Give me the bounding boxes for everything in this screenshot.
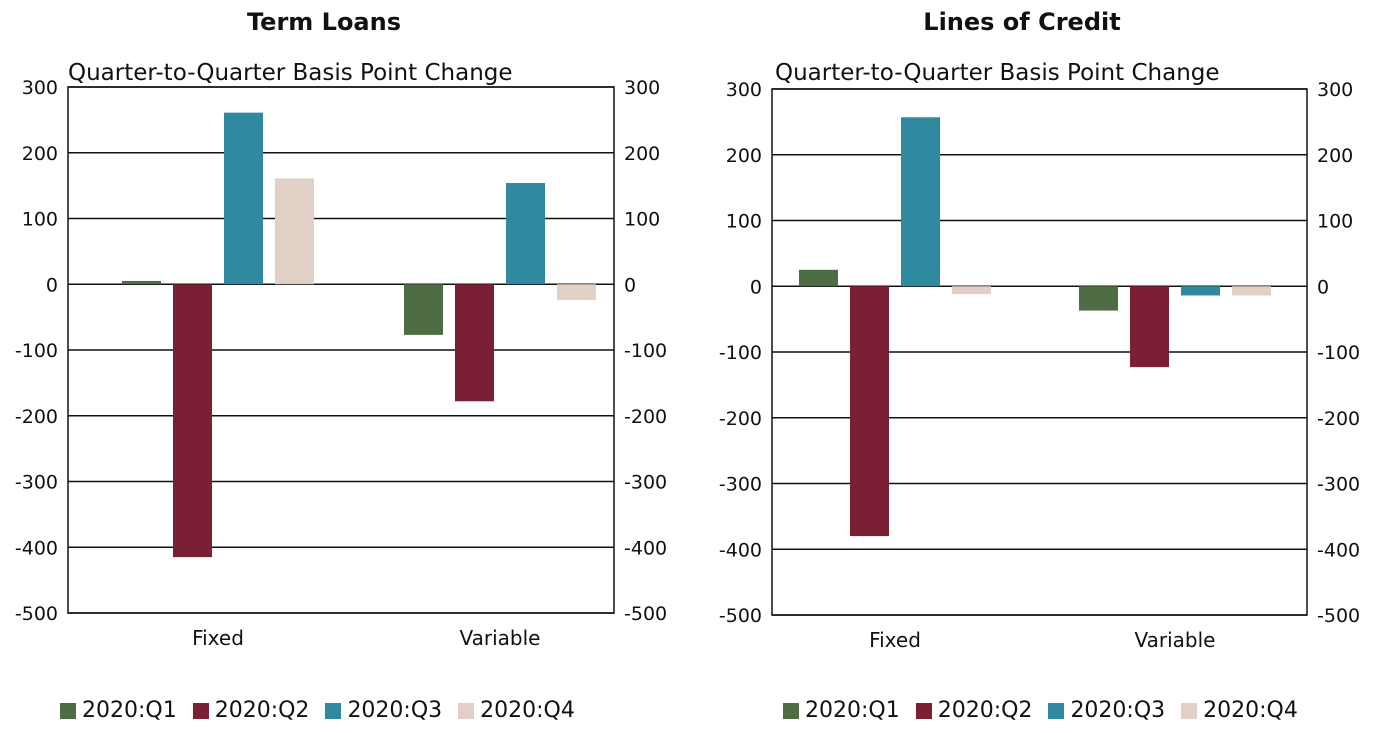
y-tick-label-left: 0 — [750, 276, 762, 298]
y-tick-label-left: 100 — [726, 211, 762, 233]
bar-2020-q1-variable — [1079, 286, 1118, 311]
bar-2020-q3-variable — [1181, 286, 1220, 296]
bar-2020-q3-fixed — [901, 117, 940, 287]
bar-2020-q3-variable — [506, 182, 545, 285]
chart-subtitle: Quarter-to-Quarter Basis Point Change — [775, 60, 1220, 86]
legend-item: 2020:Q4 — [458, 698, 575, 723]
legend-item: 2020:Q4 — [1181, 698, 1298, 723]
y-tick-label-right: 200 — [624, 143, 660, 165]
y-tick-label-left: 200 — [22, 143, 58, 165]
legend-label: 2020:Q2 — [937, 698, 1033, 723]
y-tick-label-left: -500 — [719, 605, 762, 627]
y-tick-label-left: 0 — [46, 274, 58, 296]
chart-subtitle: Quarter-to-Quarter Basis Point Change — [68, 60, 513, 86]
y-tick-label-right: 300 — [624, 77, 660, 99]
legend-term-loans: 2020:Q1 2020:Q2 2020:Q3 2020:Q4 — [60, 698, 591, 723]
legend-label: 2020:Q3 — [1070, 698, 1166, 723]
y-tick-label-left: -100 — [15, 340, 58, 362]
plot-frame — [67, 86, 615, 614]
legend-item: 2020:Q2 — [915, 698, 1033, 723]
y-tick-label-right: 0 — [624, 274, 636, 296]
y-tick-label-left: -200 — [719, 408, 762, 430]
legend-swatch — [458, 702, 475, 719]
x-category-label: Fixed — [869, 628, 921, 652]
plot-frame — [771, 88, 1308, 616]
chart-title: Lines of Credit — [923, 8, 1120, 36]
y-tick-label-right: -300 — [1317, 474, 1360, 496]
y-tick-label-left: -200 — [15, 406, 58, 428]
y-tick-label-left: 200 — [726, 145, 762, 167]
legend-label: 2020:Q2 — [214, 698, 310, 723]
legend-swatch — [783, 702, 799, 719]
legend-swatch — [192, 702, 209, 719]
y-tick-label-right: 200 — [1317, 145, 1353, 167]
y-tick-label-right: -200 — [624, 406, 667, 428]
y-tick-label-right: -100 — [624, 340, 667, 362]
x-category-label: Fixed — [192, 626, 244, 650]
y-tick-label-right: -100 — [1317, 342, 1360, 364]
y-tick-label-right: -500 — [624, 603, 667, 625]
bar-2020-q4-fixed — [275, 178, 314, 285]
y-tick-label-left: -500 — [15, 603, 58, 625]
x-category-label: Variable — [1135, 628, 1216, 652]
y-tick-label-right: -200 — [1317, 408, 1360, 430]
legend-item: 2020:Q2 — [192, 698, 310, 723]
legend-item: 2020:Q3 — [1048, 698, 1165, 723]
legend-lines-of-credit: 2020:Q1 2020:Q2 2020:Q3 2020:Q4 — [783, 698, 1314, 723]
legend-label: 2020:Q4 — [480, 698, 575, 723]
bar-2020-q2-fixed — [173, 284, 212, 558]
y-tick-label-left: 300 — [726, 79, 762, 101]
bar-2020-q4-variable — [1232, 286, 1271, 296]
legend-item: 2020:Q3 — [325, 698, 442, 723]
y-tick-label-right: 300 — [1317, 79, 1353, 101]
y-tick-label-right: -400 — [624, 537, 667, 559]
bar-2020-q1-fixed — [122, 280, 161, 285]
bar-2020-q4-fixed — [952, 286, 991, 295]
legend-item: 2020:Q1 — [783, 698, 900, 723]
legend-swatch — [325, 702, 342, 719]
legend-item: 2020:Q1 — [60, 698, 177, 723]
legend-label: 2020:Q3 — [347, 698, 443, 723]
bar-2020-q3-fixed — [224, 112, 263, 285]
legend-swatch — [915, 702, 932, 719]
y-tick-label-left: 300 — [22, 77, 58, 99]
y-tick-label-right: -500 — [1317, 605, 1360, 627]
legend-swatch — [1048, 702, 1065, 719]
bar-2020-q4-variable — [557, 284, 596, 301]
y-tick-label-right: 0 — [1317, 276, 1329, 298]
bar-2020-q2-variable — [1130, 286, 1169, 368]
y-tick-label-left: -400 — [719, 539, 762, 561]
bar-2020-q2-variable — [455, 284, 494, 402]
legend-swatch — [1181, 702, 1198, 719]
legend-swatch — [60, 702, 76, 719]
y-tick-label-right: -300 — [624, 472, 667, 494]
y-tick-label-left: 100 — [22, 209, 58, 231]
y-tick-label-left: -300 — [719, 474, 762, 496]
chart-title: Term Loans — [247, 8, 401, 36]
y-tick-label-left: -300 — [15, 472, 58, 494]
y-tick-label-left: -400 — [15, 537, 58, 559]
y-tick-label-right: 100 — [1317, 211, 1353, 233]
legend-label: 2020:Q1 — [82, 698, 177, 723]
bar-2020-q1-variable — [404, 284, 443, 335]
y-tick-label-right: -400 — [1317, 539, 1360, 561]
bar-2020-q2-fixed — [850, 286, 889, 537]
bar-2020-q1-fixed — [799, 269, 838, 287]
x-category-label: Variable — [460, 626, 541, 650]
legend-label: 2020:Q4 — [1203, 698, 1298, 723]
legend-label: 2020:Q1 — [805, 698, 900, 723]
y-tick-label-right: 100 — [624, 209, 660, 231]
y-tick-label-left: -100 — [719, 342, 762, 364]
